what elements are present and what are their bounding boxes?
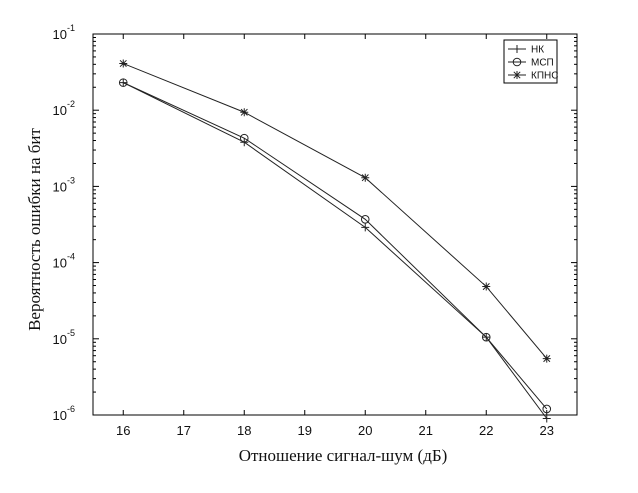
data-point-star — [119, 59, 128, 68]
y-tick-exponent: -6 — [67, 404, 75, 414]
data-point-star — [542, 354, 551, 363]
y-axis-ticks: 10-110-210-310-410-510-6 — [53, 23, 577, 423]
data-point-plus — [361, 223, 370, 232]
y-tick-base: 10 — [53, 103, 67, 118]
data-point-circle — [481, 332, 491, 342]
x-tick-label: 16 — [116, 423, 130, 438]
plot-area — [92, 33, 578, 416]
y-tick-base: 10 — [53, 27, 67, 42]
y-tick-exponent: -5 — [67, 328, 75, 338]
y-tick-base: 10 — [53, 179, 67, 194]
data-point-star — [240, 108, 249, 117]
x-axis-title: Отношение сигнал-шум (дБ) — [239, 446, 448, 465]
x-axis-ticks: 16 17 18 19 20 21 22 23 — [116, 34, 554, 438]
y-tick-label: 10 — [53, 103, 67, 118]
y-tick-exponent: -4 — [67, 252, 75, 262]
y-tick-label: 10 — [53, 27, 67, 42]
y-tick-base: 10 — [53, 408, 67, 423]
legend-label: КПНС — [531, 71, 558, 82]
x-tick-label: 17 — [177, 423, 191, 438]
y-tick-base: 10 — [53, 256, 67, 271]
x-tick-label: 23 — [540, 423, 554, 438]
data-point-plus — [542, 414, 551, 423]
series-line — [123, 82, 548, 410]
x-tick-label: 20 — [358, 423, 372, 438]
legend-marker-plus — [513, 45, 521, 53]
x-tick-label: 22 — [479, 423, 493, 438]
y-tick-label: 10 — [53, 332, 67, 347]
y-tick-exponent: -1 — [67, 23, 75, 33]
y-tick-label: 10 — [53, 179, 67, 194]
series-star — [119, 59, 551, 363]
y-tick-label: 10 — [53, 408, 67, 423]
y-tick-exponent: -2 — [67, 99, 75, 109]
series-layer — [118, 59, 552, 423]
legend-label: НК — [531, 45, 544, 56]
y-tick-exponent: -3 — [67, 175, 75, 185]
data-point-circle — [542, 404, 552, 414]
legend-marker-star — [513, 71, 521, 79]
x-tick-label: 19 — [298, 423, 312, 438]
data-point-circle — [360, 215, 370, 224]
data-point-star — [482, 282, 491, 291]
data-point-star — [361, 173, 370, 182]
x-tick-label: 21 — [419, 423, 433, 438]
y-tick-label: 10 — [53, 256, 67, 271]
data-point-circle — [118, 78, 128, 87]
series-circle — [118, 78, 552, 414]
legend-marker-circle — [512, 57, 522, 67]
data-point-circle — [239, 133, 249, 143]
y-tick-base: 10 — [53, 332, 67, 347]
legend-label: МСП — [531, 58, 554, 69]
x-tick-label: 18 — [237, 423, 251, 438]
legend: НК МСП КПНС — [503, 39, 558, 84]
y-axis-title: Вероятность ошибки на бит — [25, 128, 44, 331]
data-point-plus — [119, 78, 128, 87]
